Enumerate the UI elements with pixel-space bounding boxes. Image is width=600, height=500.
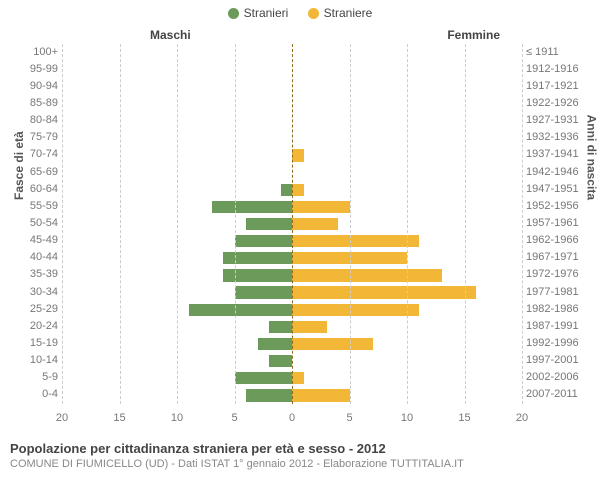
age-label: 90-94 [18,80,58,92]
plot-area: 201510505101520 [62,44,522,424]
age-label: 60-64 [18,183,58,195]
bar-male [246,389,292,401]
bar-male [189,304,293,316]
bar-male [235,372,293,384]
column-header-male: Maschi [150,28,191,42]
gridline [350,44,351,404]
bar-female [292,201,350,213]
age-label: 80-84 [18,114,58,126]
gridline [177,44,178,404]
birth-year-label: 1912-1916 [526,63,590,75]
birth-year-label: 1937-1941 [526,148,590,160]
chart-subtitle: COMUNE DI FIUMICELLO (UD) - Dati ISTAT 1… [10,458,590,470]
birth-year-label: 1957-1961 [526,217,590,229]
age-label: 25-29 [18,303,58,315]
birth-year-label: 1952-1956 [526,200,590,212]
gridline [522,44,523,404]
birth-year-label: 2007-2011 [526,388,590,400]
birth-year-label: 1932-1936 [526,131,590,143]
bar-female [292,304,419,316]
age-label: 15-19 [18,337,58,349]
age-label: 35-39 [18,268,58,280]
bar-female [292,389,350,401]
birth-year-label: 2002-2006 [526,371,590,383]
age-label: 45-49 [18,234,58,246]
bar-female [292,321,327,333]
gridline [235,44,236,404]
birth-year-label: 1922-1926 [526,97,590,109]
birth-year-label: 1927-1931 [526,114,590,126]
age-label: 30-34 [18,286,58,298]
gridline [465,44,466,404]
chart-footer: Popolazione per cittadinanza straniera p… [10,441,590,470]
birth-year-label: 1967-1971 [526,251,590,263]
x-tick-label: 5 [346,412,352,424]
population-pyramid-chart: Stranieri Straniere Maschi Femmine Fasce… [0,0,600,500]
legend-male-label: Stranieri [244,6,289,20]
age-label: 55-59 [18,200,58,212]
birth-year-label: ≤ 1911 [526,46,590,58]
age-label: 95-99 [18,63,58,75]
birth-year-label: 1947-1951 [526,183,590,195]
age-label: 65-69 [18,166,58,178]
birth-year-label: 1982-1986 [526,303,590,315]
bar-male [281,184,293,196]
age-label: 70-74 [18,148,58,160]
center-axis-line [292,44,293,404]
x-tick-label: 20 [516,412,528,424]
birth-year-label: 1992-1996 [526,337,590,349]
age-label: 40-44 [18,251,58,263]
bar-female [292,149,304,161]
bar-female [292,372,304,384]
birth-year-label: 1917-1921 [526,80,590,92]
bar-female [292,286,476,298]
chart-title: Popolazione per cittadinanza straniera p… [10,441,590,456]
legend-female-label: Straniere [324,6,373,20]
bar-male [223,269,292,281]
age-label: 75-79 [18,131,58,143]
birth-year-label: 1942-1946 [526,166,590,178]
bar-female [292,338,373,350]
age-label: 10-14 [18,354,58,366]
bar-female [292,184,304,196]
birth-year-label: 1987-1991 [526,320,590,332]
bar-female [292,218,338,230]
x-tick-label: 15 [458,412,470,424]
birth-year-label: 1997-2001 [526,354,590,366]
x-tick-label: 10 [401,412,413,424]
birth-year-label: 1962-1966 [526,234,590,246]
age-label: 100+ [18,46,58,58]
x-tick-label: 10 [171,412,183,424]
legend-female: Straniere [308,6,373,20]
legend: Stranieri Straniere [0,6,600,22]
bar-male [269,321,292,333]
x-tick-label: 5 [231,412,237,424]
legend-male-swatch [228,8,239,19]
bar-female [292,235,419,247]
bar-male [246,218,292,230]
bar-male [235,235,293,247]
age-label: 0-4 [18,388,58,400]
legend-female-swatch [308,8,319,19]
birth-year-label: 1977-1981 [526,286,590,298]
bar-male [269,355,292,367]
birth-year-label: 1972-1976 [526,268,590,280]
legend-male: Stranieri [228,6,289,20]
column-header-female: Femmine [447,28,500,42]
age-label: 50-54 [18,217,58,229]
bar-male [223,252,292,264]
gridline [407,44,408,404]
x-tick-label: 0 [289,412,295,424]
gridline [62,44,63,404]
bar-male [235,286,293,298]
x-tick-label: 20 [56,412,68,424]
bar-male [212,201,293,213]
gridline [120,44,121,404]
age-label: 20-24 [18,320,58,332]
x-tick-label: 15 [113,412,125,424]
bar-female [292,269,442,281]
age-label: 85-89 [18,97,58,109]
age-label: 5-9 [18,371,58,383]
bar-male [258,338,293,350]
